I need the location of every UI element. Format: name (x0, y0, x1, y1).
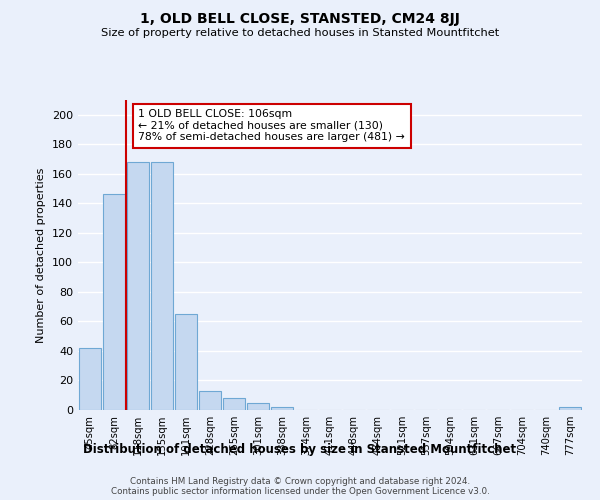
Text: 1 OLD BELL CLOSE: 106sqm
← 21% of detached houses are smaller (130)
78% of semi-: 1 OLD BELL CLOSE: 106sqm ← 21% of detach… (139, 110, 405, 142)
Y-axis label: Number of detached properties: Number of detached properties (37, 168, 46, 342)
Bar (127, 162, 149, 410)
Bar (223, 398, 245, 410)
Text: 1, OLD BELL CLOSE, STANSTED, CM24 8JJ: 1, OLD BELL CLOSE, STANSTED, CM24 8JJ (140, 12, 460, 26)
Bar (247, 402, 269, 410)
Bar (271, 407, 293, 410)
Bar (199, 391, 221, 410)
Bar (79, 348, 101, 410)
Text: Contains public sector information licensed under the Open Government Licence v3: Contains public sector information licen… (110, 486, 490, 496)
Text: Distribution of detached houses by size in Stansted Mountfitchet: Distribution of detached houses by size … (83, 444, 517, 456)
Bar (175, 314, 197, 410)
Bar (151, 162, 173, 410)
Text: Size of property relative to detached houses in Stansted Mountfitchet: Size of property relative to detached ho… (101, 28, 499, 38)
Bar (559, 407, 581, 410)
Bar (103, 194, 125, 410)
Text: Contains HM Land Registry data © Crown copyright and database right 2024.: Contains HM Land Registry data © Crown c… (130, 476, 470, 486)
